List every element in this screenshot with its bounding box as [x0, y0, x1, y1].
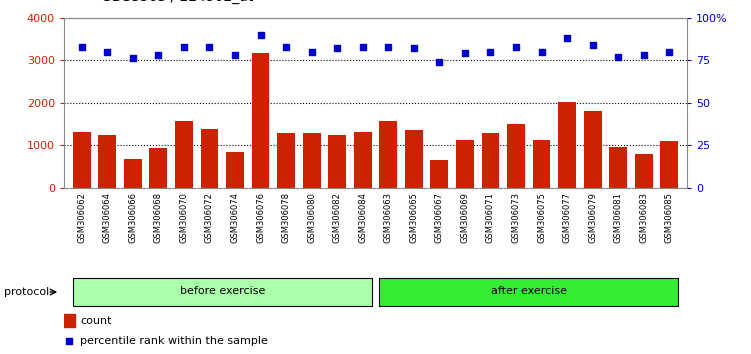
Text: GSM306078: GSM306078	[282, 192, 291, 243]
Bar	[175, 121, 193, 188]
Text: GSM306070: GSM306070	[179, 192, 189, 243]
Text: GSM306083: GSM306083	[639, 192, 648, 243]
Point	[561, 35, 573, 41]
Text: GSM306075: GSM306075	[537, 192, 546, 243]
Point	[178, 44, 190, 50]
Text: GSM306065: GSM306065	[409, 192, 418, 243]
Point	[612, 54, 624, 59]
Text: GSM306085: GSM306085	[665, 192, 674, 243]
Text: GSM306062: GSM306062	[77, 192, 86, 243]
Point	[587, 42, 599, 48]
Bar	[558, 102, 576, 188]
Point	[408, 45, 420, 51]
Bar	[507, 124, 525, 188]
Text: GSM306084: GSM306084	[358, 192, 367, 243]
Bar	[277, 133, 295, 188]
Bar	[584, 111, 602, 188]
Bar	[635, 154, 653, 188]
Text: GSM306073: GSM306073	[511, 192, 520, 243]
Bar	[73, 132, 91, 188]
Bar	[124, 159, 142, 188]
Point	[101, 49, 113, 55]
Bar	[405, 130, 423, 188]
Bar	[609, 147, 627, 188]
Text: GSM306082: GSM306082	[333, 192, 342, 243]
Point	[63, 338, 75, 344]
Point	[204, 44, 216, 50]
Bar	[303, 133, 321, 188]
Text: protocol: protocol	[4, 287, 49, 297]
Bar	[430, 160, 448, 188]
Text: GSM306067: GSM306067	[435, 192, 444, 243]
Text: GSM306068: GSM306068	[154, 192, 163, 243]
Text: count: count	[80, 316, 112, 326]
Text: after exercise: after exercise	[490, 286, 567, 296]
Bar	[481, 133, 499, 188]
Point	[382, 44, 394, 50]
Bar	[379, 121, 397, 188]
Point	[510, 44, 522, 50]
Text: before exercise: before exercise	[179, 286, 265, 296]
Bar	[354, 132, 372, 188]
Bar	[201, 129, 219, 188]
Point	[331, 45, 343, 51]
Text: GSM306079: GSM306079	[588, 192, 597, 243]
Bar	[64, 314, 75, 327]
Text: GSM306069: GSM306069	[460, 192, 469, 243]
Text: GSM306080: GSM306080	[307, 192, 316, 243]
Bar	[149, 148, 167, 188]
Point	[127, 56, 139, 61]
Text: GSM306076: GSM306076	[256, 192, 265, 243]
Bar	[252, 52, 270, 188]
Point	[663, 49, 675, 55]
Text: GSM306077: GSM306077	[562, 192, 572, 243]
Point	[229, 52, 241, 58]
Point	[306, 49, 318, 55]
Point	[255, 32, 267, 38]
FancyBboxPatch shape	[73, 278, 372, 306]
Bar	[456, 139, 474, 188]
Point	[76, 44, 88, 50]
Point	[357, 44, 369, 50]
Point	[638, 52, 650, 58]
Text: GSM306081: GSM306081	[614, 192, 623, 243]
Point	[152, 52, 164, 58]
Bar	[98, 135, 116, 188]
Text: GSM306071: GSM306071	[486, 192, 495, 243]
Text: GDS3503 / 224902_at: GDS3503 / 224902_at	[101, 0, 254, 4]
Bar	[226, 152, 244, 188]
Bar	[328, 135, 346, 188]
Text: GSM306064: GSM306064	[103, 192, 112, 243]
Text: GSM306066: GSM306066	[128, 192, 137, 243]
Point	[459, 51, 471, 56]
Point	[280, 44, 292, 50]
Bar	[532, 139, 550, 188]
Text: GSM306074: GSM306074	[231, 192, 240, 243]
Point	[433, 59, 445, 65]
Point	[535, 49, 547, 55]
Text: percentile rank within the sample: percentile rank within the sample	[80, 336, 268, 346]
Text: GSM306072: GSM306072	[205, 192, 214, 243]
Point	[484, 49, 496, 55]
Bar	[660, 141, 678, 188]
FancyBboxPatch shape	[379, 278, 678, 306]
Text: GSM306063: GSM306063	[384, 192, 393, 243]
